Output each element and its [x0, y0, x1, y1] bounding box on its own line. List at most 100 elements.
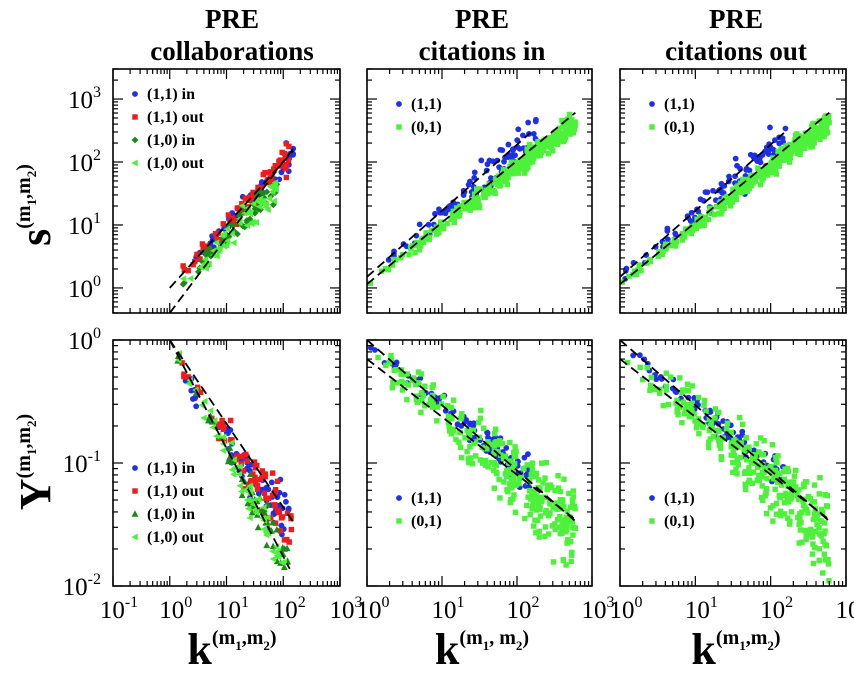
- data-point: [416, 380, 421, 385]
- data-point: [270, 470, 275, 475]
- legend-label: (1,0) in: [147, 132, 195, 149]
- data-point: [568, 504, 573, 509]
- data-point: [525, 120, 531, 126]
- data-point: [747, 471, 752, 476]
- data-point: [637, 262, 642, 267]
- data-point: [685, 382, 690, 387]
- data-point: [822, 551, 827, 556]
- data-point: [703, 408, 708, 413]
- legend-marker: [132, 114, 137, 119]
- data-point: [697, 223, 702, 228]
- data-point: [207, 407, 213, 414]
- data-point: [812, 482, 817, 487]
- data-point: [447, 428, 452, 433]
- data-point: [458, 416, 463, 421]
- legend-label: (1,0) in: [147, 506, 195, 523]
- data-point: [476, 420, 481, 425]
- data-point: [228, 418, 233, 423]
- data-point: [226, 212, 231, 217]
- data-point: [552, 527, 557, 532]
- data-point: [406, 252, 411, 257]
- data-point: [492, 485, 497, 490]
- data-point: [748, 152, 754, 158]
- data-point: [675, 412, 680, 417]
- legend-label: (1,1) in: [147, 460, 195, 477]
- data-point: [558, 497, 563, 502]
- data-point: [812, 511, 817, 516]
- xlabel-col1: k(m1,m2): [187, 625, 276, 673]
- data-point: [783, 126, 789, 132]
- title-col1-line2: collaborations: [150, 36, 314, 66]
- data-point: [819, 126, 824, 131]
- data-point: [383, 363, 388, 368]
- data-point: [822, 528, 827, 533]
- data-point: [759, 451, 764, 456]
- title-col1-line1: PRE: [205, 4, 259, 34]
- data-point: [190, 396, 196, 402]
- data-point: [557, 514, 562, 519]
- data-point: [552, 521, 557, 526]
- data-point: [812, 132, 817, 137]
- data-point: [263, 496, 268, 501]
- data-point: [817, 491, 822, 496]
- legend-marker: [132, 137, 139, 144]
- data-point: [466, 182, 472, 188]
- legend-label: (1,1): [411, 490, 442, 507]
- data-point: [742, 471, 747, 476]
- data-point: [546, 135, 551, 140]
- data-point: [566, 491, 571, 496]
- series--0-1-: [368, 112, 578, 286]
- data-point: [570, 525, 575, 530]
- data-point: [702, 398, 707, 403]
- data-point: [770, 518, 775, 523]
- data-point: [719, 181, 725, 187]
- series--0-1-: [620, 113, 832, 285]
- data-point: [531, 131, 537, 137]
- legend: (1,1)(0,1): [649, 490, 695, 530]
- data-point: [466, 430, 471, 435]
- data-point: [647, 388, 652, 393]
- panel-p13: (1,1)(0,1): [620, 69, 846, 313]
- data-point: [200, 415, 206, 422]
- data-point: [412, 250, 417, 255]
- data-point: [796, 540, 801, 545]
- y-tick-label: 101: [68, 210, 101, 240]
- data-point: [698, 196, 704, 202]
- data-point: [494, 463, 499, 468]
- data-point: [745, 182, 750, 187]
- data-point: [759, 177, 764, 182]
- data-point: [458, 445, 463, 450]
- data-point: [282, 492, 288, 498]
- data-point: [812, 499, 817, 504]
- data-point: [710, 434, 715, 439]
- data-point: [508, 497, 513, 502]
- x-tick-label: 102: [507, 594, 540, 624]
- data-point: [246, 514, 252, 521]
- x-tick-label: 101: [685, 594, 718, 624]
- data-point: [536, 477, 541, 482]
- data-point: [563, 128, 568, 133]
- plot-frame: [113, 69, 340, 313]
- data-point: [778, 513, 783, 518]
- data-point: [497, 495, 502, 500]
- data-point: [653, 376, 659, 382]
- data-point: [459, 455, 464, 460]
- data-point: [564, 540, 569, 545]
- data-point: [187, 275, 193, 282]
- data-point: [660, 249, 665, 254]
- legend-marker: [649, 518, 654, 523]
- legend: (1,1)(0,1): [649, 96, 695, 136]
- ticks: [113, 69, 340, 313]
- data-point: [706, 445, 711, 450]
- data-point: [637, 365, 642, 370]
- legend-marker: [131, 160, 137, 167]
- data-point: [638, 268, 643, 273]
- data-point: [505, 182, 510, 187]
- data-point: [808, 527, 813, 532]
- plot-area: [620, 340, 832, 584]
- data-point: [758, 182, 763, 187]
- data-point: [555, 473, 560, 478]
- data-point: [649, 375, 654, 380]
- data-point: [823, 557, 828, 562]
- data-point: [496, 181, 501, 186]
